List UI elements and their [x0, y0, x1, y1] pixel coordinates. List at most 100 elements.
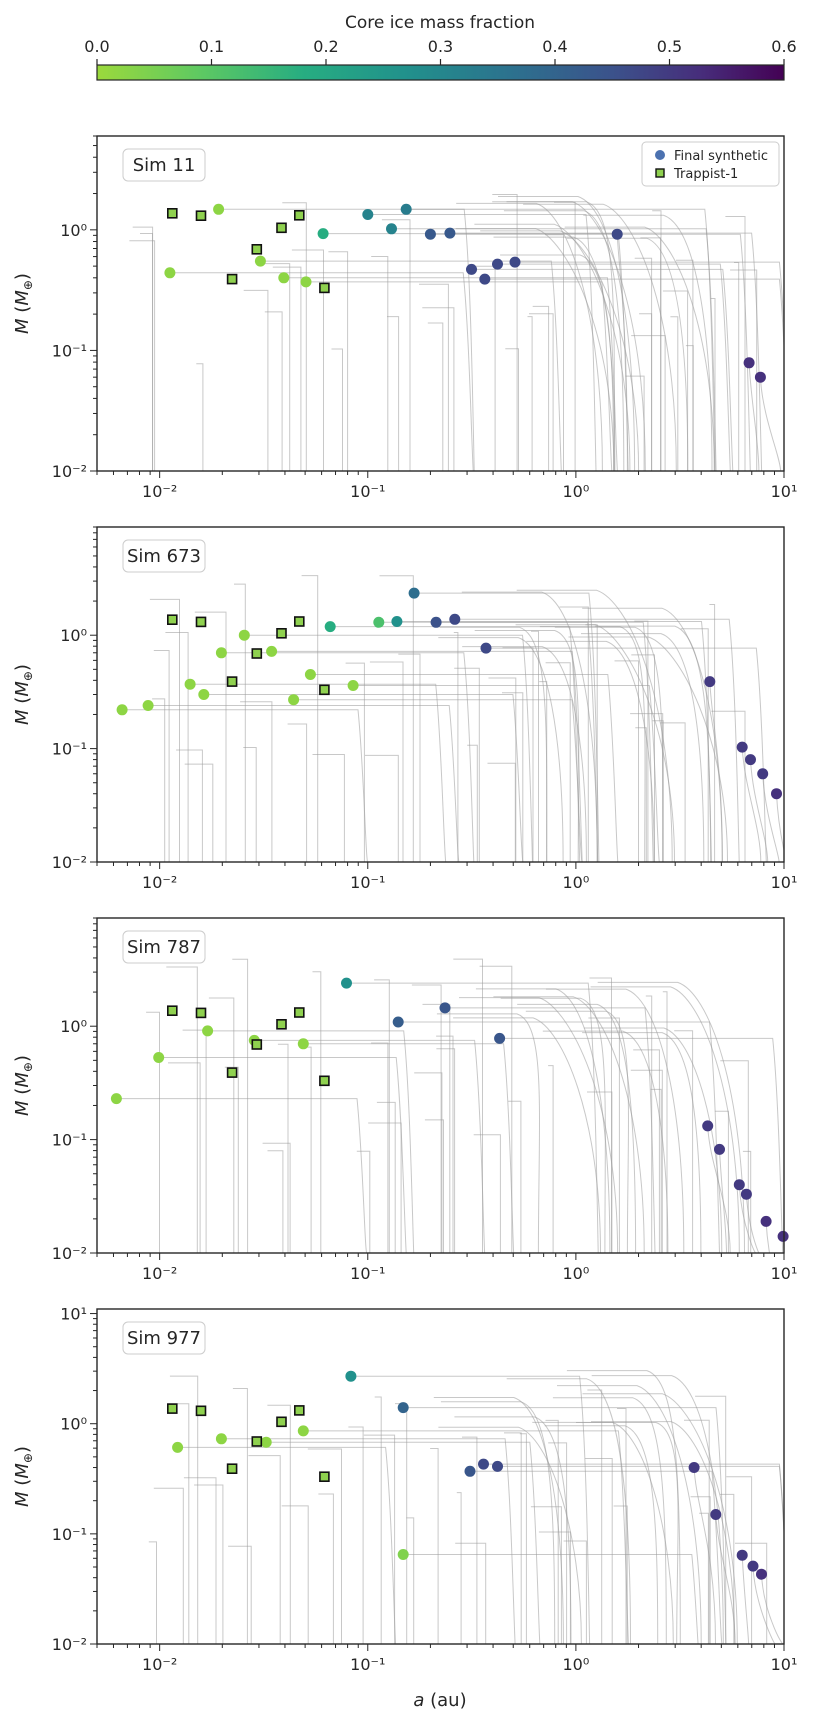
trappist-planet-point	[276, 627, 287, 639]
colorbar-tick-label: 0.6	[771, 37, 796, 56]
planet-track	[497, 1465, 784, 1541]
accretion-track	[374, 1396, 382, 1644]
accretion-track	[167, 1403, 190, 1644]
sim-label-box	[122, 1321, 206, 1355]
synthetic-planet-point	[736, 1549, 748, 1561]
colorbar-tick-label: 0.0	[84, 37, 109, 56]
accretion-track	[630, 1069, 663, 1253]
accretion-track	[152, 698, 166, 862]
accretion-track	[531, 630, 539, 862]
synthetic-planet-point	[397, 1402, 409, 1414]
migration-track	[475, 988, 611, 1253]
migration-track	[566, 1370, 681, 1644]
synthetic-planet-point	[238, 629, 250, 641]
y-tick-label: 10⁻²	[52, 853, 87, 872]
accretion-track	[282, 202, 307, 471]
x-tick-label: 10⁻²	[142, 1655, 177, 1674]
accretion-track	[422, 307, 455, 471]
evolution-tracks	[116, 958, 784, 1253]
accretion-track	[634, 257, 653, 471]
accretion-track	[194, 611, 227, 862]
synthetic-planet-point	[492, 258, 503, 270]
planet-track	[741, 1555, 750, 1644]
synthetic-planet-point	[777, 1230, 789, 1242]
synthetic-planet-point	[202, 1025, 214, 1037]
accretion-track	[208, 997, 235, 1253]
accretion-track	[613, 1505, 628, 1644]
accretion-track	[398, 653, 421, 862]
planet-track	[616, 234, 628, 471]
accretion-track	[287, 723, 308, 862]
accretion-track	[467, 744, 478, 862]
migration-track	[506, 1378, 631, 1644]
planet-track	[403, 1407, 727, 1644]
planet-track	[499, 1037, 784, 1253]
synthetic-planet-point	[215, 647, 227, 659]
planet-track	[449, 232, 763, 471]
migration-track	[545, 988, 685, 1253]
accretion-track	[473, 1134, 501, 1253]
synthetic-planet-point	[153, 1052, 165, 1063]
accretion-track	[504, 1432, 522, 1644]
accretion-track	[430, 1448, 439, 1644]
synthetic-planet-point	[164, 267, 176, 279]
accretion-track	[676, 259, 694, 471]
planet-track	[745, 1194, 765, 1253]
planet-track	[741, 747, 762, 862]
planet-track	[116, 1098, 368, 1253]
synthetic-planet-point	[702, 1120, 714, 1132]
planet-track	[470, 1470, 723, 1644]
x-tick-label: 10⁰	[562, 1264, 589, 1283]
accretion-track	[662, 290, 689, 471]
migration-track	[552, 1397, 667, 1644]
accretion-track	[365, 754, 399, 862]
legend-synthetic-marker	[655, 150, 665, 160]
planet-track	[748, 362, 760, 471]
trappist-planet-point	[167, 208, 178, 219]
accretion-track	[436, 1048, 456, 1253]
x-tick-label: 10¹	[771, 482, 798, 501]
migration-track	[492, 201, 646, 471]
accretion-track	[695, 1395, 727, 1644]
y-axis-label: M (M⊕)	[12, 273, 35, 334]
synthetic-planet-point	[444, 227, 456, 239]
planet-track	[486, 647, 767, 862]
accretion-track	[232, 1388, 248, 1644]
migration-track	[517, 1003, 637, 1253]
synthetic-planet-point	[300, 276, 312, 288]
y-tick-label: 10⁻¹	[52, 1525, 87, 1544]
legend-trappist-marker	[655, 168, 665, 178]
y-tick-label: 10⁰	[60, 221, 87, 240]
accretion-track	[634, 620, 649, 862]
sim-label-box	[122, 539, 206, 573]
synthetic-planet-point	[110, 1093, 122, 1105]
planet-track	[306, 281, 613, 471]
planet-track	[330, 626, 581, 862]
synthetic-planet-point	[304, 669, 316, 680]
trappist-planet-point	[293, 1007, 305, 1018]
migration-track	[582, 1393, 738, 1644]
planet-track	[378, 621, 599, 862]
trappist-planet-point	[195, 210, 207, 221]
synthetic-planet-point	[736, 741, 748, 753]
accretion-track	[585, 1458, 613, 1644]
migration-track	[583, 1027, 723, 1253]
planet-track	[484, 278, 784, 355]
migration-track	[439, 626, 548, 862]
accretion-track	[545, 1419, 559, 1644]
accretion-track	[674, 1030, 694, 1253]
sim-label: Sim 787	[127, 937, 201, 958]
synthetic-planet-point	[688, 1462, 700, 1473]
accretion-track	[132, 226, 154, 471]
migration-track	[462, 646, 587, 862]
y-tick-label: 10⁻²	[52, 462, 87, 481]
accretion-track	[587, 1389, 603, 1644]
trappist-planet-point	[293, 210, 305, 221]
accretion-track	[508, 1100, 522, 1253]
synthetic-planet-point	[391, 616, 403, 627]
accretion-track	[710, 298, 716, 471]
accretion-track	[422, 1003, 451, 1253]
accretion-track	[301, 575, 319, 862]
synthetic-planet-point	[317, 228, 329, 240]
